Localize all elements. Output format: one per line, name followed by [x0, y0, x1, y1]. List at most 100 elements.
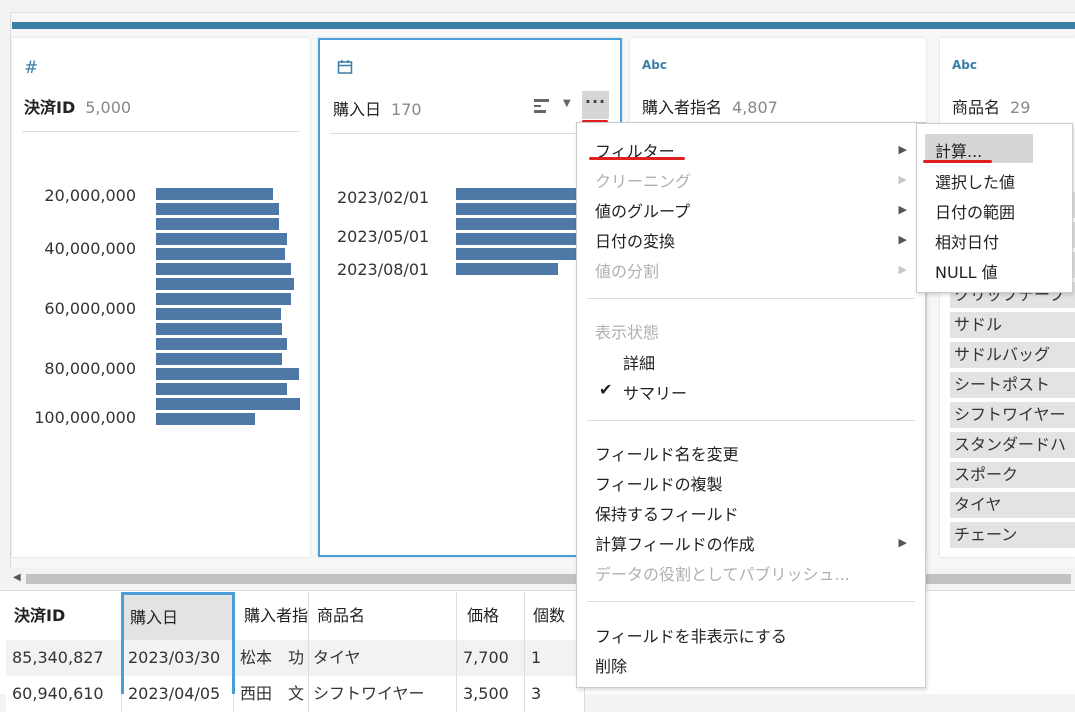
divider — [587, 420, 915, 421]
table-cell[interactable]: シフトワイヤー — [309, 676, 457, 712]
histogram-bar[interactable] — [156, 353, 282, 365]
scrollbar-thumb[interactable] — [26, 574, 1071, 584]
histogram-bar[interactable] — [456, 233, 576, 245]
field-title: 購入者指名 4,807 — [642, 98, 778, 117]
histogram-bar[interactable] — [156, 308, 281, 320]
list-item[interactable]: サドル — [950, 312, 1075, 338]
table-cell[interactable]: 85,340,827 — [6, 640, 122, 676]
field-card-payment-id[interactable]: # 決済ID 5,000 20,000,000 40,000,000 60,000… — [12, 38, 310, 557]
table-cell[interactable]: 西田 文 — [234, 676, 309, 712]
axis-label: 2023/02/01 — [337, 188, 430, 207]
submenu-item-calculation[interactable]: 計算... — [935, 142, 983, 161]
list-item[interactable]: スタンダードハ — [950, 432, 1075, 458]
axis-label: 60,000,000 — [44, 299, 136, 318]
string-icon: Abc — [642, 58, 667, 72]
histogram-bar[interactable] — [456, 203, 576, 215]
histogram-bar[interactable] — [456, 188, 576, 200]
histogram-bar[interactable] — [156, 323, 282, 335]
menu-item-cleaning: クリーニング — [595, 172, 692, 191]
table-cell[interactable]: 2023/03/30 — [122, 640, 234, 676]
table-cell[interactable]: 1 — [525, 640, 585, 676]
menu-item-duplicate[interactable]: フィールドの複製 — [595, 475, 723, 494]
submenu-arrow-icon: ▶ — [898, 173, 907, 186]
list-item[interactable]: シフトワイヤー — [950, 402, 1075, 428]
axis-label: 20,000,000 — [44, 186, 136, 205]
step-color-bar — [12, 22, 1075, 29]
menu-item-group-values[interactable]: 値のグループ — [595, 202, 691, 221]
sort-icon[interactable] — [534, 98, 550, 114]
table-cell[interactable]: タイヤ — [309, 640, 457, 676]
list-item[interactable]: スポーク — [950, 462, 1075, 488]
histogram-bar[interactable] — [156, 218, 279, 230]
histogram-bar[interactable] — [156, 383, 287, 395]
axis-label: 40,000,000 — [44, 239, 136, 258]
menu-item-hide-field[interactable]: フィールドを非表示にする — [595, 627, 787, 646]
histogram-bar[interactable] — [156, 278, 294, 290]
field-context-menu: フィルター ▶ クリーニング ▶ 値のグループ ▶ 日付の変換 ▶ 値の分割 ▶ 表示状態… — [576, 122, 926, 688]
menu-item-summary[interactable]: サマリー — [623, 384, 688, 403]
submenu-arrow-icon: ▶ — [898, 233, 907, 246]
column-header[interactable]: 決済ID — [6, 592, 122, 640]
histogram-bar[interactable] — [156, 233, 287, 245]
axis-label: 2023/08/01 — [337, 260, 430, 279]
hover-highlight — [925, 134, 1033, 163]
list-item[interactable]: チェーン — [950, 522, 1075, 548]
filter-submenu: 計算... 選択した値 日付の範囲 相対日付 NULL 値 — [916, 123, 1073, 293]
sort-dropdown-icon[interactable]: ▼ — [563, 98, 571, 109]
axis-label: 2023/05/01 — [337, 227, 430, 246]
menu-item-create-calc[interactable]: 計算フィールドの作成 — [595, 535, 755, 554]
menu-item-keep-field[interactable]: 保持するフィールド — [595, 505, 739, 524]
table-cell[interactable]: 松本 功 — [234, 640, 309, 676]
histogram-bar[interactable] — [156, 203, 279, 215]
menu-item-rename[interactable]: フィールド名を変更 — [595, 445, 739, 464]
column-header[interactable]: 購入者指名 — [234, 592, 309, 640]
field-title: 購入日 170 — [333, 100, 422, 119]
histogram-bar[interactable] — [156, 248, 285, 260]
menu-item-split-values: 値の分割 — [595, 262, 660, 281]
histogram-bar[interactable] — [156, 263, 291, 275]
list-item[interactable]: シートポスト — [950, 372, 1075, 398]
histogram-bar[interactable] — [156, 398, 300, 410]
histogram-bar[interactable] — [156, 188, 273, 200]
checkmark-icon: ✔ — [599, 380, 613, 399]
histogram-bar[interactable] — [156, 293, 291, 305]
histogram-bar[interactable] — [156, 368, 299, 380]
histogram-bar[interactable] — [456, 263, 558, 275]
histogram-bar[interactable] — [456, 248, 576, 260]
submenu-item-selected-values[interactable]: 選択した値 — [935, 173, 1016, 192]
more-options-button[interactable]: ··· — [582, 91, 609, 119]
selected-column-outline — [121, 592, 235, 694]
divider — [22, 131, 300, 132]
column-header[interactable]: 商品名 — [309, 592, 457, 640]
histogram-bar[interactable] — [156, 413, 255, 425]
scroll-left-icon[interactable]: ◀ — [13, 572, 21, 583]
list-item[interactable]: タイヤ — [950, 492, 1075, 518]
divider — [587, 601, 915, 602]
field-card-purchase-date[interactable]: 購入日 170 ▼ ··· 2023/02/01 2023/05/01 2023/… — [318, 38, 622, 557]
submenu-arrow-icon: ▶ — [898, 203, 907, 216]
submenu-item-null[interactable]: NULL 値 — [935, 263, 998, 282]
submenu-arrow-icon: ▶ — [898, 263, 907, 276]
submenu-item-date-range[interactable]: 日付の範囲 — [935, 203, 1016, 222]
divider — [587, 298, 915, 299]
field-title: 商品名 29 — [952, 98, 1031, 117]
column-header[interactable]: 個数 — [525, 592, 585, 640]
string-icon: Abc — [952, 58, 977, 72]
column-header[interactable]: 価格 — [457, 592, 525, 640]
list-item[interactable]: サドルバッグ — [950, 342, 1075, 368]
table-cell[interactable]: 7,700 — [457, 640, 525, 676]
menu-item-delete[interactable]: 削除 — [595, 657, 628, 676]
histogram-bar[interactable] — [156, 338, 287, 350]
histogram-bar[interactable] — [456, 218, 576, 230]
table-cell[interactable]: 60,940,610 — [6, 676, 122, 712]
menu-item-filter[interactable]: フィルター — [595, 142, 675, 161]
menu-item-detail[interactable]: 詳細 — [623, 354, 656, 373]
menu-item-date-convert[interactable]: 日付の変換 — [595, 232, 676, 251]
axis-label: 100,000,000 — [34, 408, 136, 427]
table-cell[interactable]: 3,500 — [457, 676, 525, 712]
axis-label: 80,000,000 — [44, 359, 136, 378]
column-header[interactable]: 購入日 — [122, 592, 234, 640]
submenu-item-relative-date[interactable]: 相対日付 — [935, 233, 1000, 252]
field-title: 決済ID 5,000 — [24, 98, 132, 117]
